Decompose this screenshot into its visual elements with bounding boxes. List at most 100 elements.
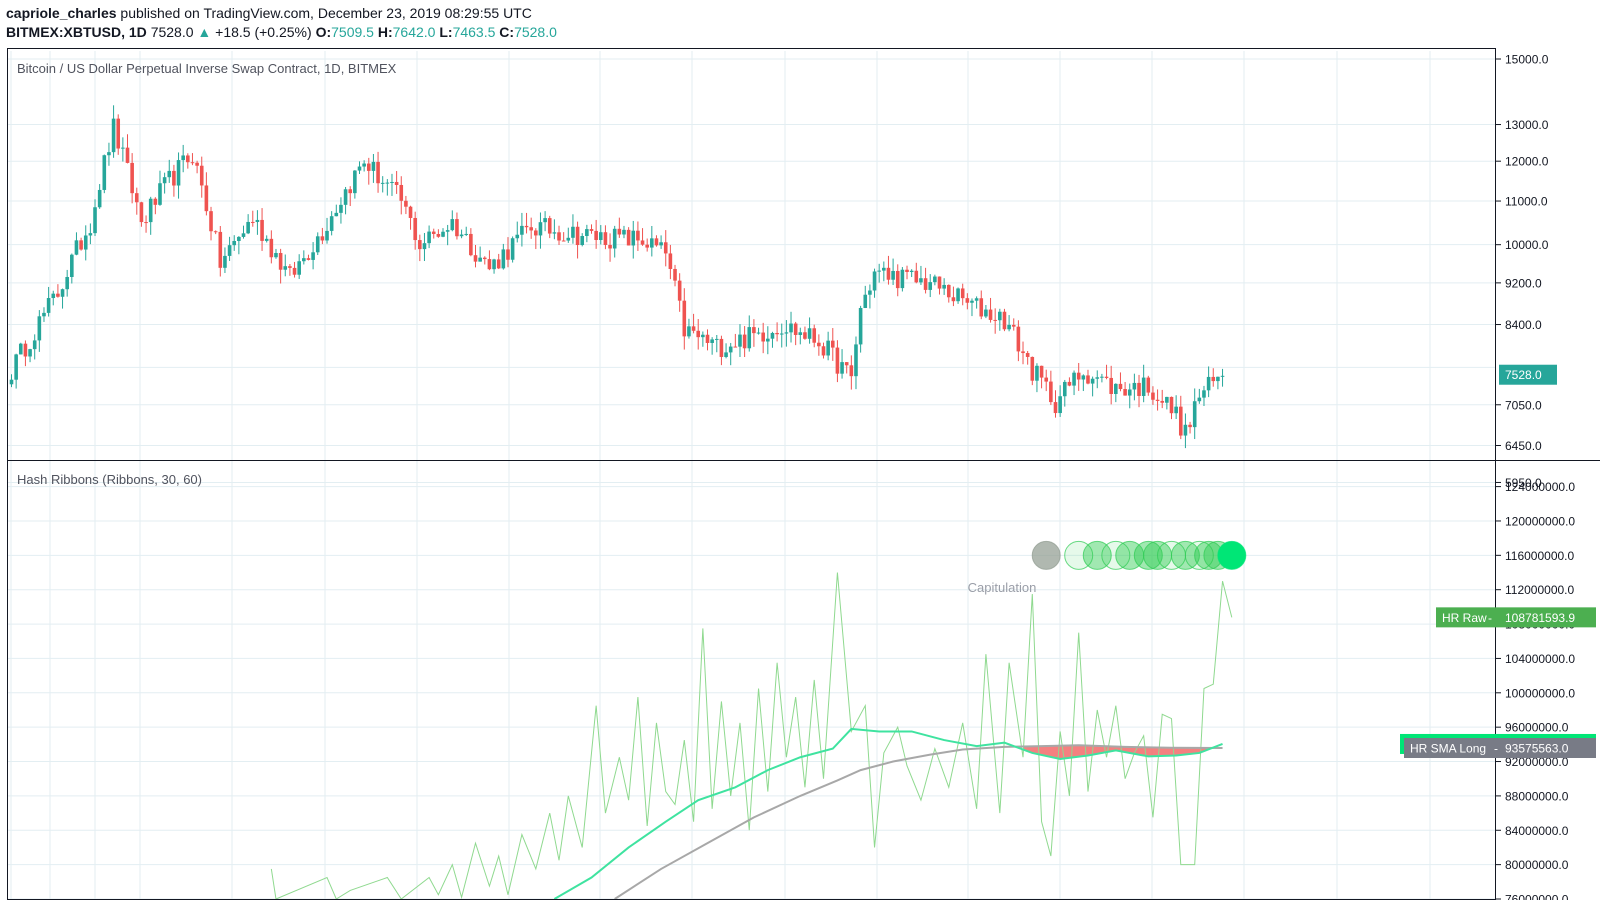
candle-body	[325, 230, 329, 241]
candle-body	[872, 271, 877, 291]
candle-body	[1220, 375, 1225, 377]
series-tag-box	[1404, 737, 1596, 758]
close-value: 7528.0	[514, 24, 557, 40]
candle-body	[710, 339, 714, 343]
candle-body	[538, 222, 543, 236]
candle-body	[1072, 372, 1076, 386]
close-label: C:	[499, 24, 515, 40]
price-pane[interactable]: Bitcoin / US Dollar Perpetual Inverse Sw…	[9, 61, 1225, 449]
candle-body	[60, 289, 65, 297]
candle-body	[65, 276, 69, 290]
candle-body	[905, 269, 909, 273]
candle-body	[237, 236, 241, 241]
hr-axis-label: 120000000.0	[1505, 514, 1575, 528]
candle-body	[928, 282, 933, 290]
candle-body	[747, 327, 752, 349]
candle-body	[863, 294, 868, 308]
candle-body	[186, 155, 190, 163]
candle-body	[858, 307, 863, 345]
candle-body	[682, 300, 687, 337]
candle-body	[589, 229, 594, 231]
candle-body	[28, 349, 32, 357]
candle-body	[74, 240, 79, 255]
candle-body	[227, 245, 232, 256]
candle-body	[343, 189, 348, 205]
signal-circle	[1031, 540, 1061, 570]
hash-ribbons-pane[interactable]: Hash Ribbons (Ribbons, 30, 60) Capitulat…	[17, 472, 1247, 900]
candle-body	[1044, 377, 1049, 382]
candle-body	[223, 255, 227, 268]
candle-body	[1132, 382, 1137, 390]
candle-body	[1169, 396, 1174, 414]
hash-ribbons-plot	[270, 540, 1247, 900]
price-axis[interactable]: 15000.0 13000.0 12000.0 11000.0 10000.0 9200.…	[1496, 53, 1549, 490]
last-price: 7528.0	[150, 24, 194, 40]
candle-body	[501, 249, 506, 269]
publish-line: capriole_charles published on TradingVie…	[6, 4, 557, 23]
candle-body	[339, 204, 343, 213]
candle-body	[1178, 406, 1183, 436]
candle-body	[645, 244, 649, 248]
value-tags: 7528.0HR Raw-108781593.9HR SMA Short-940…	[1400, 364, 1596, 758]
candle-body	[561, 240, 566, 242]
symbol-label[interactable]: BITMEX:XBTUSD, 1D	[6, 24, 147, 40]
candle-body	[677, 280, 682, 301]
chart-border	[7, 48, 1496, 900]
candle-body	[1155, 399, 1160, 401]
candle-body	[1188, 424, 1192, 428]
series-tag-value: 108781593.9	[1505, 611, 1575, 625]
candles	[9, 105, 1225, 449]
low-label: L:	[439, 24, 453, 40]
candle-body	[1062, 381, 1067, 397]
signal-circle	[1217, 540, 1247, 570]
candle-body	[14, 354, 18, 380]
price-change: +18.5 (+0.25%)	[215, 24, 312, 40]
candle-body	[93, 207, 97, 234]
candle-body	[1081, 375, 1086, 380]
candle-body	[506, 249, 510, 260]
candle-body	[302, 258, 306, 262]
series-tag-value: 93575563.0	[1505, 741, 1569, 755]
candle-body	[353, 170, 357, 194]
candle-body	[441, 231, 445, 237]
candle-body	[376, 161, 380, 184]
candle-body	[766, 338, 770, 342]
candle-body	[153, 198, 158, 205]
hr-sma-short-line	[553, 727, 1223, 900]
candle-body	[775, 332, 779, 335]
candle-body	[566, 237, 571, 241]
candle-body	[348, 189, 353, 194]
candle-body	[1021, 351, 1025, 354]
candle-body	[1086, 375, 1090, 384]
candle-body	[329, 216, 334, 231]
candle-body	[46, 298, 51, 313]
hr-axis-label: 88000000.0	[1505, 789, 1569, 803]
candle-body	[125, 147, 130, 163]
candle-body	[70, 254, 74, 277]
candle-body	[1151, 392, 1155, 400]
candle-body	[603, 232, 608, 245]
price-pane-title: Bitcoin / US Dollar Perpetual Inverse Sw…	[17, 61, 397, 76]
candle-body	[148, 198, 153, 223]
candle-body	[1039, 365, 1044, 378]
candle-body	[278, 252, 283, 270]
signal-circle	[1184, 540, 1214, 570]
candle-body	[469, 233, 473, 256]
hash-ribbons-axis[interactable]: 124000000.0 120000000.0 116000000.0 1120000…	[1496, 480, 1575, 900]
candle-body	[422, 243, 427, 250]
author-name[interactable]: capriole_charles	[6, 5, 117, 21]
candle-body	[445, 230, 450, 232]
candle-body	[385, 182, 390, 184]
candle-body	[988, 309, 993, 320]
candle-body	[1206, 376, 1211, 391]
candle-body	[529, 227, 533, 231]
candle-body	[436, 233, 441, 237]
candle-body	[998, 311, 1002, 321]
hr-axis-label: 76000000.0	[1505, 893, 1569, 900]
price-axis-label: 15000.0	[1505, 53, 1549, 67]
candle-body	[849, 365, 854, 377]
ohlc-line: BITMEX:XBTUSD, 1D 7528.0 ▲ +18.5 (+0.25%…	[6, 23, 557, 42]
candle-body	[473, 255, 478, 262]
candle-body	[571, 226, 575, 238]
